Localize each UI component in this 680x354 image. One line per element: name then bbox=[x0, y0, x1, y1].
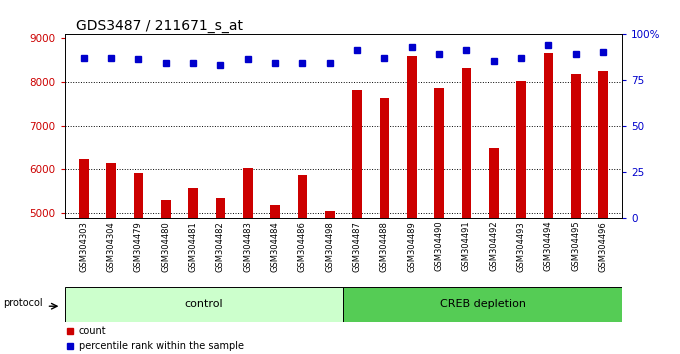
Bar bbox=[65, 287, 343, 322]
Bar bbox=[106, 163, 116, 354]
Bar bbox=[489, 148, 498, 354]
Bar bbox=[79, 159, 88, 354]
Text: GSM304484: GSM304484 bbox=[271, 221, 279, 272]
Bar bbox=[571, 74, 581, 354]
Text: GSM304492: GSM304492 bbox=[489, 221, 498, 272]
Text: GSM304498: GSM304498 bbox=[325, 221, 335, 272]
Text: GSM304480: GSM304480 bbox=[161, 221, 170, 272]
Bar bbox=[435, 87, 444, 354]
Bar bbox=[188, 188, 198, 354]
Text: count: count bbox=[78, 326, 106, 336]
Text: control: control bbox=[185, 299, 223, 309]
Text: percentile rank within the sample: percentile rank within the sample bbox=[78, 341, 243, 351]
Bar bbox=[462, 68, 471, 354]
Text: GSM304493: GSM304493 bbox=[517, 221, 526, 272]
Text: GSM304496: GSM304496 bbox=[598, 221, 607, 272]
Text: GSM304487: GSM304487 bbox=[352, 221, 362, 272]
Bar bbox=[161, 200, 171, 354]
Bar bbox=[598, 71, 608, 354]
Text: GSM304481: GSM304481 bbox=[188, 221, 198, 272]
Text: GSM304494: GSM304494 bbox=[544, 221, 553, 272]
Text: GSM304303: GSM304303 bbox=[80, 221, 88, 272]
Bar bbox=[216, 198, 225, 354]
Text: GSM304491: GSM304491 bbox=[462, 221, 471, 272]
Text: protocol: protocol bbox=[3, 298, 43, 308]
Bar bbox=[270, 205, 280, 354]
Text: GSM304489: GSM304489 bbox=[407, 221, 416, 272]
Text: GSM304490: GSM304490 bbox=[435, 221, 443, 272]
Bar bbox=[379, 98, 389, 354]
Bar bbox=[243, 168, 252, 354]
Bar bbox=[133, 172, 143, 354]
Bar bbox=[298, 175, 307, 354]
Bar bbox=[516, 81, 526, 354]
Bar bbox=[352, 90, 362, 354]
Text: GSM304483: GSM304483 bbox=[243, 221, 252, 272]
Text: GSM304486: GSM304486 bbox=[298, 221, 307, 272]
Text: GSM304482: GSM304482 bbox=[216, 221, 225, 272]
Bar bbox=[407, 56, 417, 354]
Bar bbox=[543, 53, 554, 354]
Text: GSM304479: GSM304479 bbox=[134, 221, 143, 272]
Text: CREB depletion: CREB depletion bbox=[440, 299, 526, 309]
Text: GSM304488: GSM304488 bbox=[380, 221, 389, 272]
Text: GDS3487 / 211671_s_at: GDS3487 / 211671_s_at bbox=[75, 19, 243, 33]
Bar bbox=[343, 287, 622, 322]
Text: GSM304304: GSM304304 bbox=[107, 221, 116, 272]
Text: GSM304495: GSM304495 bbox=[571, 221, 580, 272]
Bar bbox=[325, 211, 335, 354]
